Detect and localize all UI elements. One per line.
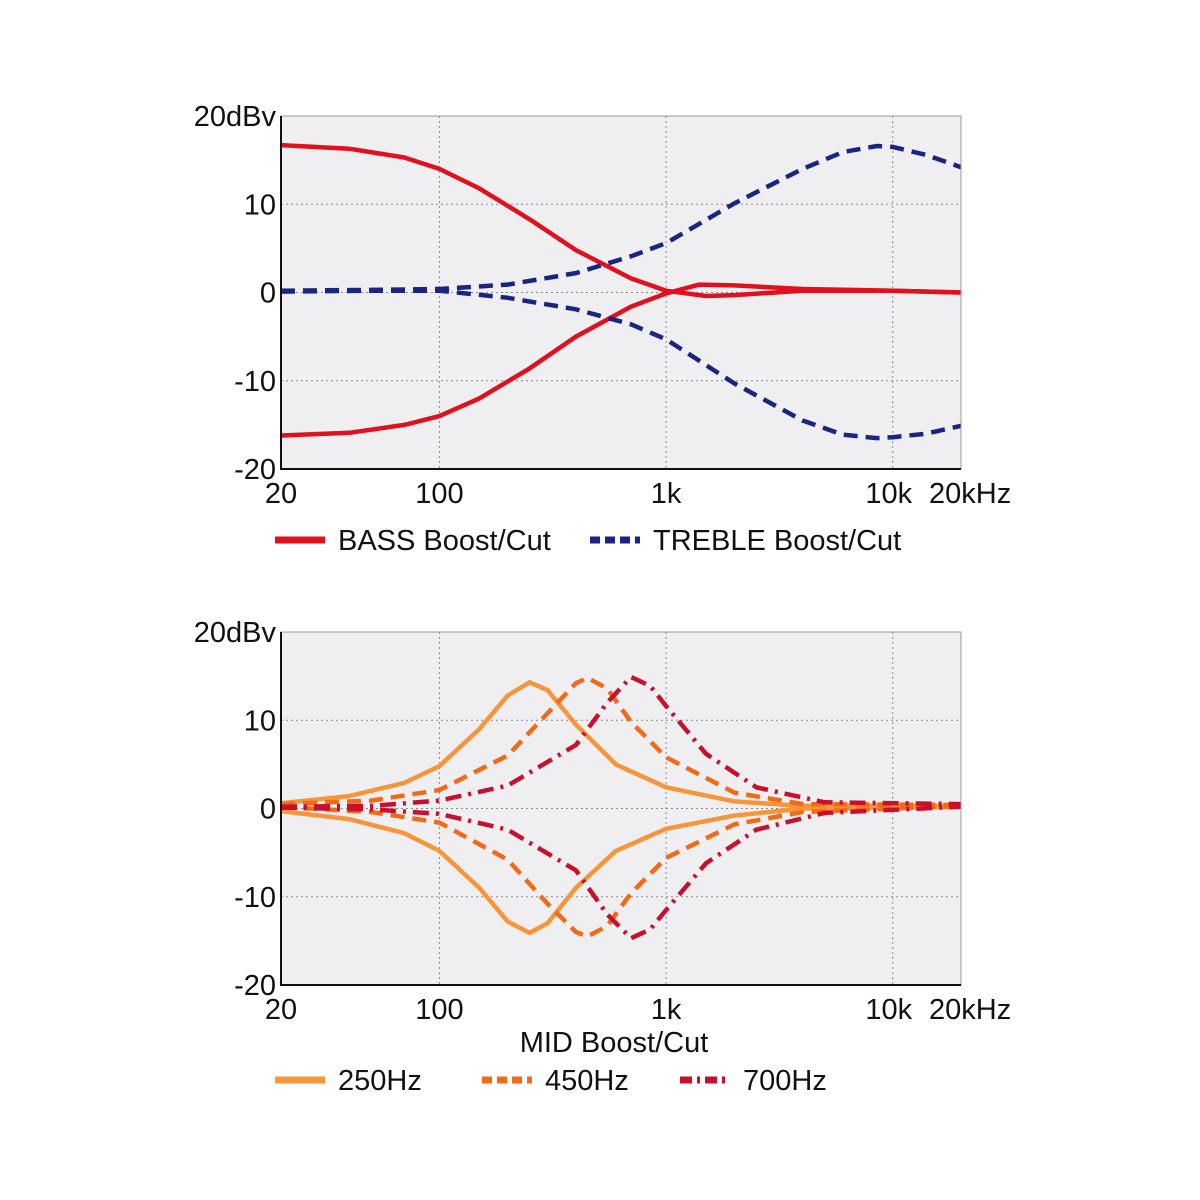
- y-tick-label: -20: [234, 454, 276, 486]
- y-tick-label: 10: [244, 705, 276, 737]
- legend-label: 450Hz: [545, 1065, 629, 1097]
- x-tick-label: 1k: [651, 994, 682, 1026]
- series-line-700hz: [281, 674, 961, 809]
- y-tick-label: -10: [234, 882, 276, 914]
- y-tick-label: -20: [234, 970, 276, 1002]
- series-line-450hz: [281, 803, 961, 939]
- y-tick-label: 0: [260, 794, 276, 826]
- x-tick-label: 20: [265, 994, 297, 1026]
- x-tick-label: 1k: [651, 478, 682, 510]
- y-tick-label: 10: [244, 189, 276, 221]
- axis-line: [280, 116, 961, 470]
- legend-label: 700Hz: [743, 1065, 827, 1097]
- legend: BASS Boost/Cut TREBLE Boost/Cut: [275, 525, 901, 557]
- x-tick-label: 10k: [865, 994, 912, 1026]
- x-tick-label: 10k: [865, 478, 912, 510]
- series-line-treble-boost-cut: [281, 288, 961, 441]
- x-tick-label: 100: [415, 994, 463, 1026]
- series-line-250hz: [281, 680, 961, 809]
- legend-label: BASS Boost/Cut: [338, 525, 551, 557]
- y-tick-label: -10: [234, 366, 276, 398]
- legend-label: TREBLE Boost/Cut: [653, 525, 901, 557]
- x-tick-label: 20: [265, 478, 297, 510]
- x-tick-label: 20kHz: [929, 994, 1011, 1026]
- series-line-treble-boost-cut: [281, 143, 961, 293]
- legend-label: 250Hz: [338, 1065, 422, 1097]
- x-tick-label: 20kHz: [929, 478, 1011, 510]
- legend: 250Hz 450Hz 700Hz: [275, 1065, 827, 1097]
- series-line-250hz: [281, 804, 961, 936]
- y-tick-label: 20dBv: [194, 101, 277, 133]
- axis-line: [280, 632, 961, 986]
- series-line-450hz: [281, 675, 961, 808]
- series-line-bass-boost-cut: [281, 282, 961, 438]
- x-axis-label: MID Boost/Cut: [520, 1027, 709, 1059]
- series-line-700hz: [281, 804, 961, 941]
- x-tick-label: 100: [415, 478, 463, 510]
- y-tick-label: 0: [260, 278, 276, 310]
- series-line-bass-boost-cut: [281, 142, 961, 299]
- y-tick-label: 20dBv: [194, 617, 277, 649]
